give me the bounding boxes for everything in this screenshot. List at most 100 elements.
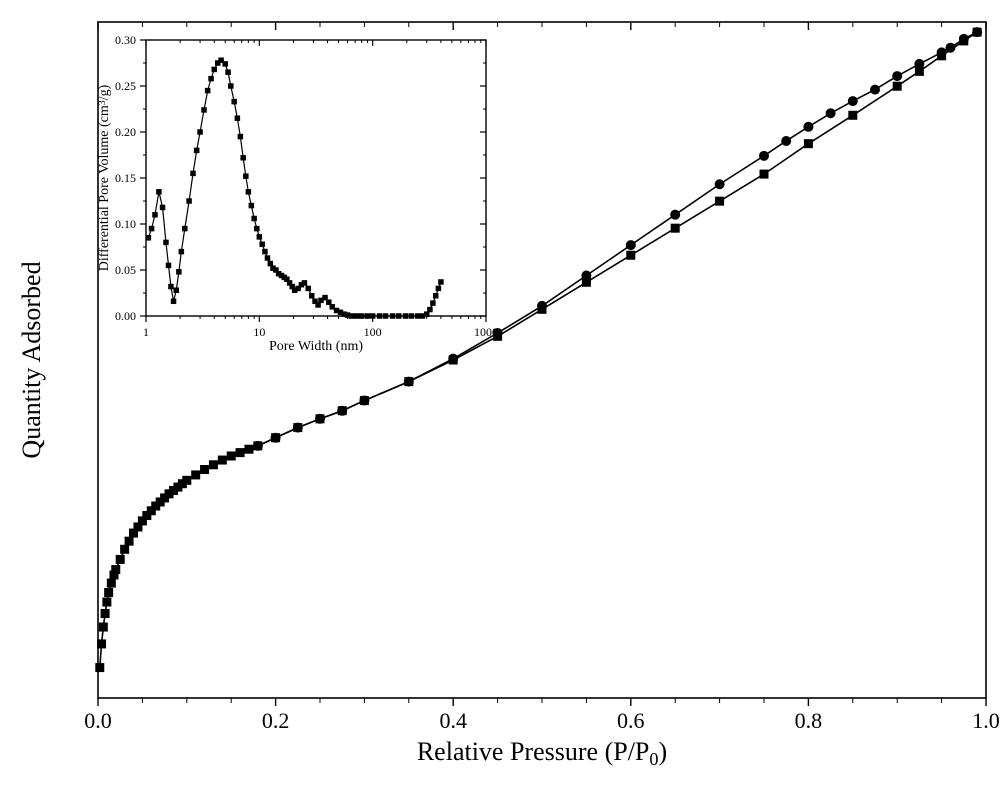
inset-marker — [259, 241, 265, 247]
inset-marker — [231, 99, 237, 105]
desorption-marker — [945, 43, 955, 53]
inset-marker — [349, 313, 355, 319]
chart-svg: 0.00.20.40.60.81.0Relative Pressure (P/P… — [0, 0, 1000, 799]
inset-marker — [205, 88, 211, 94]
desorption-marker — [359, 396, 369, 406]
desorption-marker — [892, 71, 902, 81]
inset-marker — [225, 69, 231, 75]
desorption-marker — [404, 377, 414, 387]
adsorption-marker — [715, 197, 724, 206]
inset-xtick-label: 1 — [143, 325, 149, 339]
inset-marker — [149, 226, 155, 232]
adsorption-marker — [120, 545, 129, 554]
inset-marker — [174, 287, 180, 293]
figure: 0.00.20.40.60.81.0Relative Pressure (P/P… — [0, 0, 1000, 799]
inset-ytick-label: 0.20 — [115, 125, 136, 139]
inset-marker — [254, 226, 259, 232]
inset-marker — [377, 313, 383, 319]
desorption-marker — [337, 406, 347, 416]
inset-marker — [211, 67, 217, 73]
inset-marker — [146, 235, 152, 241]
inset-marker — [186, 198, 192, 204]
desorption-marker — [448, 354, 458, 364]
adsorption-marker — [218, 456, 227, 465]
inset-marker — [190, 171, 196, 177]
desorption-marker — [870, 85, 880, 95]
adsorption-marker — [95, 663, 104, 672]
inset-marker — [228, 83, 234, 89]
adsorption-marker — [182, 476, 191, 485]
inset-marker — [433, 293, 439, 299]
inset-marker — [257, 234, 263, 240]
inset-ytick-label: 0.25 — [115, 79, 136, 93]
adsorption-marker — [804, 139, 813, 148]
inset-marker — [238, 134, 244, 140]
desorption-marker — [581, 271, 591, 281]
adsorption-marker — [111, 565, 120, 574]
inset-marker — [179, 249, 185, 255]
inset-marker — [160, 205, 166, 211]
adsorption-marker — [97, 639, 106, 648]
adsorption-marker — [101, 609, 110, 618]
inset-marker — [176, 269, 182, 275]
inset-ytick-label: 0.30 — [115, 33, 136, 47]
adsorption-marker — [848, 111, 857, 120]
inset-marker — [249, 203, 255, 209]
inset-marker — [438, 279, 444, 285]
inset-marker — [194, 148, 200, 154]
inset-marker — [309, 293, 315, 299]
inset-marker — [415, 313, 421, 319]
inset-marker — [222, 61, 228, 67]
inset-marker — [305, 286, 311, 292]
adsorption-marker — [104, 588, 113, 597]
adsorption-marker — [244, 445, 253, 454]
inset-marker — [235, 115, 241, 121]
main-xtick-label: 0.0 — [84, 708, 112, 733]
adsorption-marker — [125, 537, 134, 546]
adsorption-marker — [671, 224, 680, 233]
inset-bg — [146, 40, 486, 316]
inset-ytick-label: 0.05 — [115, 263, 136, 277]
main-ylabel: Quantity Adsorbed — [17, 261, 46, 458]
adsorption-marker — [760, 170, 769, 179]
main-xtick-label: 1.0 — [972, 708, 1000, 733]
inset-ytick-label: 0.00 — [115, 309, 136, 323]
inset-marker — [396, 313, 402, 319]
inset-marker — [370, 313, 376, 319]
inset-xtick-label: 10 — [253, 325, 265, 339]
inset-marker — [265, 255, 271, 260]
desorption-marker — [759, 151, 769, 161]
inset-marker — [302, 280, 308, 286]
inset-marker — [262, 249, 268, 255]
inset-ytick-label: 0.10 — [115, 217, 136, 231]
inset-marker — [436, 286, 442, 292]
inset-marker — [354, 313, 360, 319]
main-xtick-label: 0.2 — [262, 708, 290, 733]
adsorption-marker — [102, 598, 111, 607]
desorption-marker — [253, 441, 263, 451]
desorption-marker — [315, 414, 325, 424]
inset-marker — [166, 263, 172, 269]
desorption-marker — [537, 301, 547, 311]
inset-marker — [243, 173, 249, 179]
inset-marker — [383, 313, 389, 319]
desorption-marker — [626, 240, 636, 250]
desorption-marker — [914, 59, 924, 69]
desorption-marker — [972, 27, 982, 37]
inset-marker — [156, 189, 162, 195]
inset-xtick-label: 100 — [364, 325, 382, 339]
main-xtick-label: 0.8 — [795, 708, 823, 733]
desorption-marker — [848, 96, 858, 106]
main-xtick-label: 0.6 — [617, 708, 645, 733]
inset-ytick-label: 0.15 — [115, 171, 136, 185]
inset-marker — [152, 212, 158, 218]
inset-marker — [171, 299, 177, 305]
inset-marker — [359, 313, 365, 319]
inset-marker — [409, 313, 415, 319]
inset-marker — [365, 313, 371, 319]
adsorption-marker — [209, 460, 218, 469]
desorption-marker — [803, 122, 813, 132]
inset-marker — [168, 284, 174, 290]
desorption-marker — [826, 108, 836, 118]
adsorption-marker — [116, 555, 125, 564]
